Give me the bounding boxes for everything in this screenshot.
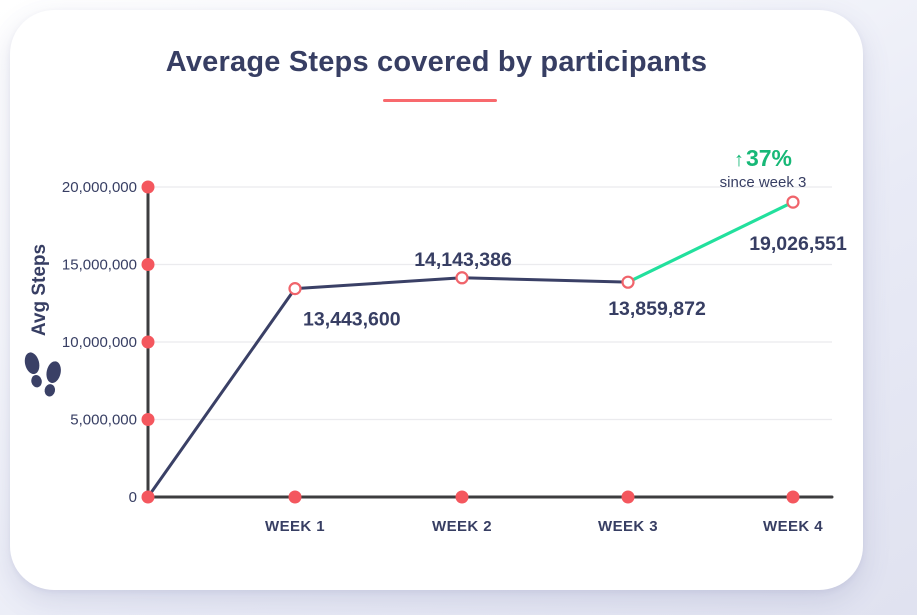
data-value-label: 13,859,872 <box>608 298 706 320</box>
data-point-marker <box>288 282 302 296</box>
y-tick-label: 10,000,000 <box>62 334 137 351</box>
title-underline <box>383 99 497 102</box>
y-tick-label: 0 <box>129 489 137 506</box>
series-line-highlight <box>626 200 795 284</box>
x-tick-dot <box>621 490 635 504</box>
x-tick-label: WEEK 4 <box>763 518 823 535</box>
x-tick-dot <box>288 490 302 504</box>
y-tick-dot <box>141 413 155 426</box>
y-tick-label: 20,000,000 <box>62 179 137 196</box>
y-tick-dot <box>141 180 155 194</box>
series-line-main <box>146 276 629 498</box>
y-tick-dot <box>141 490 155 504</box>
data-value-label: 14,143,386 <box>414 249 512 271</box>
growth-annotation: ↑37% since week 3 <box>683 146 843 191</box>
x-tick-label: WEEK 3 <box>598 518 658 535</box>
x-tick-dot <box>455 490 469 504</box>
data-point-marker <box>621 275 635 289</box>
growth-percent: ↑37% <box>683 146 843 171</box>
y-tick-dot <box>141 335 155 349</box>
y-tick-label: 15,000,000 <box>62 257 137 274</box>
x-tick-label: WEEK 1 <box>265 518 325 535</box>
y-tick-dot <box>141 258 155 271</box>
x-tick-dot <box>786 490 800 504</box>
growth-percent-value: 37% <box>745 145 793 171</box>
data-value-label: 19,026,551 <box>749 233 847 255</box>
x-tick-label: WEEK 2 <box>432 518 492 535</box>
footprints-icon <box>24 352 61 397</box>
data-point-marker <box>786 195 800 209</box>
data-value-label: 13,443,600 <box>303 309 401 331</box>
chart-title: Average Steps covered by participants <box>165 46 708 78</box>
y-tick-label: 5,000,000 <box>70 412 137 429</box>
data-point-marker <box>455 271 469 285</box>
up-arrow-icon: ↑ <box>733 149 744 171</box>
growth-caption: since week 3 <box>719 174 807 191</box>
